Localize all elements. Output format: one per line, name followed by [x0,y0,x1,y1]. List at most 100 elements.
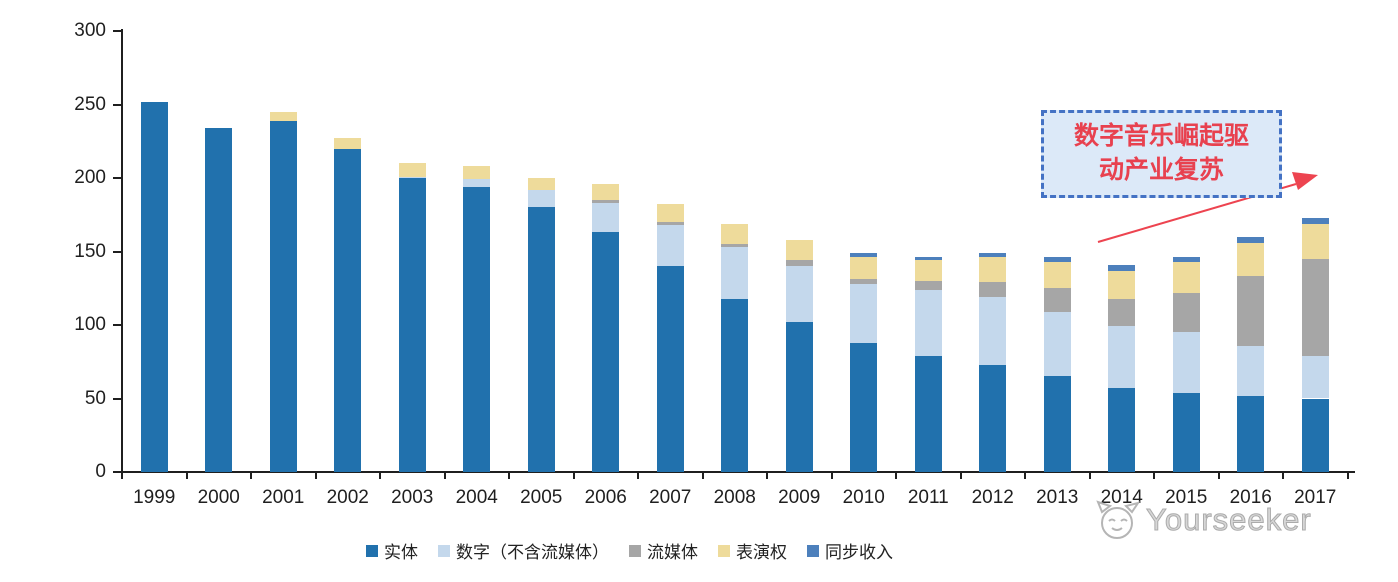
y-axis-label: 100 [74,314,106,335]
bar-segment [979,364,1007,472]
chart-legend: 实体 数字（不含流媒体） 流媒体 表演权 同步收入 [366,538,893,563]
bar-segment [527,189,555,208]
annotation-text-line1: 数字音乐崛起驱 [1073,123,1249,150]
x-axis-tick [185,471,188,479]
legend-marker [718,544,730,557]
y-axis-label: 300 [74,20,106,41]
bar-segment [1043,261,1071,289]
bar-segment [914,260,942,281]
bar-segment [1108,388,1136,472]
bar-segment [1237,345,1265,396]
bar-segment [979,257,1007,283]
bar-segment [334,138,362,149]
bar-segment [1172,261,1200,293]
watermark: Yourseeker [1094,498,1312,542]
bar-segment [334,148,362,472]
bar-segment [463,179,491,187]
x-axis-label: 2002 [326,487,369,508]
annotation-text-line2: 动产业复苏 [1098,157,1224,184]
bar-segment [463,186,491,472]
bar-segment [269,120,297,472]
legend-marker [438,544,450,557]
bar-segment [1237,395,1265,472]
bar-segment [1043,257,1071,262]
bar-segment [850,279,878,284]
x-axis-tick [121,471,123,479]
bar-segment [656,204,684,223]
legend-label: 表演权 [736,543,787,562]
legend-item: 实体 [366,538,418,563]
bar-segment [785,266,813,323]
legend-item: 表演权 [718,538,787,563]
bar-segment [850,283,878,343]
bar-segment [1172,257,1200,262]
bar-segment [656,266,684,472]
x-axis-label: 2001 [262,487,305,508]
y-axis-tick [113,397,122,400]
x-axis-label: 2007 [649,487,692,508]
x-axis-tick [1024,471,1026,479]
bar-segment [205,128,233,472]
x-axis-tick [1346,471,1349,479]
bar-segment [1108,326,1136,389]
legend-label: 实体 [384,543,418,562]
bar-segment [850,257,878,280]
x-axis-tick [314,471,317,479]
x-axis-tick [1282,471,1284,479]
y-axis-tick [113,471,122,473]
bar-segment [1237,236,1265,243]
bar-segment [721,247,749,299]
y-axis-tick [113,30,122,32]
yourseeker-logo-icon [1096,500,1141,539]
bar-segment [914,257,942,261]
bar-segment [1301,217,1329,224]
x-axis-label: 2012 [971,487,1014,508]
x-axis-tick [508,471,510,479]
bar-segment [721,223,749,245]
bar-segment [463,166,491,180]
x-axis-tick [1217,471,1220,479]
legend-marker [629,544,641,557]
y-axis-tick [113,177,122,179]
bar-segment [1108,264,1136,271]
bar-segment [785,260,813,267]
x-axis-label: 2016 [1229,487,1272,508]
bar-segment [850,342,878,472]
bar-segment [850,252,878,258]
x-axis-label: 2006 [584,487,627,508]
legend-label: 同步收入 [825,543,893,562]
x-axis-label: 2008 [713,487,756,508]
x-axis-tick [895,471,897,479]
bar-segment [721,244,749,248]
bar-segment [656,222,684,226]
x-axis-label: 2003 [391,487,434,508]
y-axis-line [121,29,123,473]
x-axis-label: 2011 [907,487,949,508]
bar-segment [721,298,749,472]
bar-segment [398,176,426,178]
x-axis-label: 2004 [455,487,498,508]
y-axis-tick [113,250,122,253]
x-axis-tick [1153,471,1155,479]
y-axis-label: 50 [84,387,106,409]
bar-segment [1237,276,1265,346]
y-axis-tick [113,324,122,326]
bar-segment [1172,332,1200,393]
x-axis-tick [701,471,704,479]
legend-label: 流媒体 [647,543,698,562]
bar-segment [592,200,620,203]
bar-segment [914,289,942,356]
x-axis-label: 2015 [1165,487,1208,508]
bar-segment [592,232,620,472]
x-axis-tick [250,471,252,479]
legend-item: 数字（不含流媒体） [438,538,609,563]
bar-segment [398,163,426,177]
legend-label: 数字（不含流媒体） [456,543,609,562]
bar-segment [1301,355,1329,399]
annotation-callout-box: 数字音乐崛起驱 动产业复苏 [1041,110,1282,198]
bar-segment [527,207,555,472]
bar-segment [592,202,620,233]
y-axis-label: 200 [74,167,106,188]
legend-marker [807,544,819,557]
